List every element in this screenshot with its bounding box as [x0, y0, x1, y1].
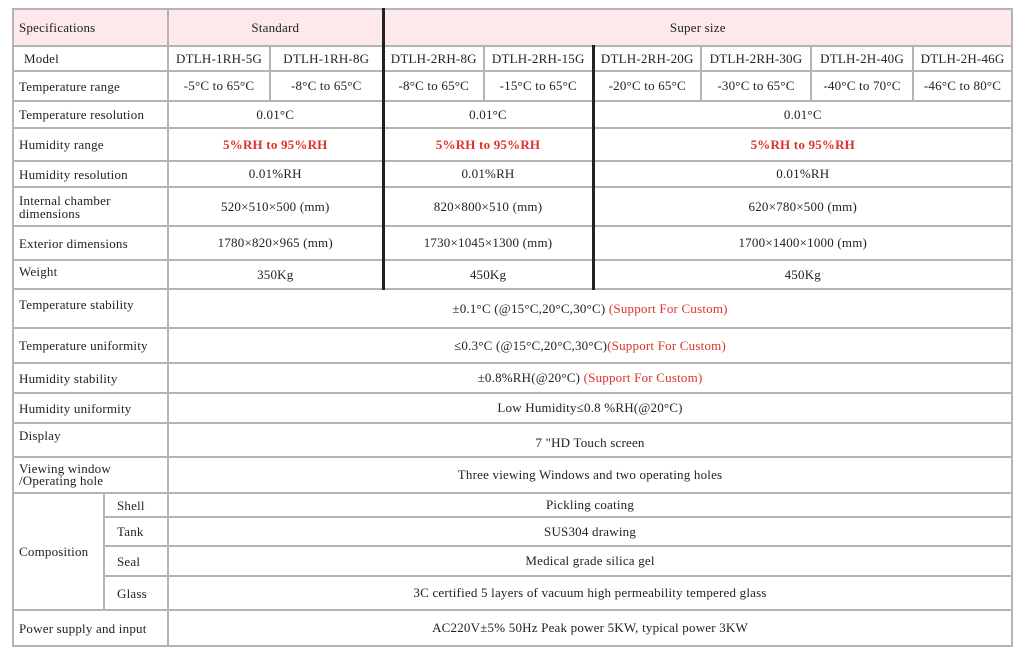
composition-glass-row: Glass 3C certified 5 layers of vacuum hi…	[13, 575, 1014, 611]
row-label: Temperature range	[11, 70, 170, 102]
custom-note: (Support For Custom)	[608, 300, 728, 316]
humidity-resolution-row: Humidity resolution 0.01%RH 0.01%RH 0.01…	[11, 160, 1014, 188]
composition-tank-row: Tank SUS304 drawing	[13, 516, 1014, 547]
standard-header: Standard	[167, 8, 385, 47]
model-row: Model DTLH-1RH-5G DTLH-1RH-8G DTLH-2RH-8…	[11, 45, 1014, 72]
model-cell: DTLH-2RH-30G	[700, 45, 813, 72]
value-cell: 0.01°C	[167, 100, 385, 129]
value-cell: Three viewing Windows and two operating …	[167, 456, 1014, 494]
value-cell: 450Kg	[591, 259, 1014, 290]
row-label: Humidity range	[11, 127, 170, 162]
sub-label: Shell	[102, 492, 170, 518]
model-cell: DTLH-2RH-20G	[591, 45, 703, 72]
value-cell: 620×780×500 (mm)	[591, 186, 1014, 227]
humidity-stability-row: Humidity stability ±0.8%RH(@20°C) (Suppo…	[11, 362, 1014, 394]
humidity-uniformity-row: Humidity uniformity Low Humidity≤0.8 %RH…	[11, 392, 1014, 424]
value-cell: 350Kg	[167, 259, 385, 290]
value-cell: 5%RH to 95%RH	[381, 127, 595, 162]
row-label: Humidity resolution	[11, 160, 170, 188]
humidity-range-row: Humidity range 5%RH to 95%RH 5%RH to 95%…	[11, 127, 1014, 162]
header-row: Specifications Standard Super size	[11, 8, 1014, 47]
value-cell: 0.01%RH	[381, 160, 595, 188]
model-cell: DTLH-2H-46G	[912, 45, 1014, 72]
power-supply-row: Power supply and input AC220V±5% 50Hz Pe…	[11, 609, 1014, 647]
value-cell: 0.01%RH	[167, 160, 385, 188]
internal-dimensions-row: Internal chamber dimensions 520×510×500 …	[11, 186, 1014, 227]
value-cell: 0.01%RH	[591, 160, 1014, 188]
row-label: Weight	[11, 259, 170, 290]
custom-note: (Support For Custom)	[583, 370, 703, 385]
sub-label: Glass	[102, 575, 170, 611]
value-cell: -20°C to 65°C	[591, 70, 703, 102]
sub-label: Tank	[102, 516, 170, 547]
model-cell: DTLH-1RH-5G	[167, 45, 272, 72]
exterior-dimensions-row: Exterior dimensions 1780×820×965 (mm) 17…	[11, 225, 1014, 261]
value-cell: Low Humidity≤0.8 %RH(@20°C)	[167, 392, 1014, 424]
row-label: Humidity stability	[11, 362, 170, 394]
value-cell: 5%RH to 95%RH	[167, 127, 385, 162]
composition-seal-row: Seal Medical grade silica gel	[13, 545, 1014, 577]
value-cell: 7 "HD Touch screen	[167, 422, 1014, 458]
model-cell: DTLH-2H-40G	[810, 45, 915, 72]
row-label: Exterior dimensions	[11, 225, 170, 261]
value-cell: ≤0.3°C (@15°C,20°C,30°C)(Support For Cus…	[167, 327, 1014, 364]
value-cell: -46°C to 80°C	[912, 70, 1014, 102]
value-cell: -8°C to 65°C	[381, 70, 486, 102]
row-label: Temperature resolution	[11, 100, 170, 129]
model-cell: DTLH-1RH-8G	[269, 45, 385, 72]
value-cell: AC220V±5% 50Hz Peak power 5KW, typical p…	[167, 609, 1014, 647]
value-cell: -5°C to 65°C	[167, 70, 272, 102]
model-cell: DTLH-2RH-8G	[381, 45, 486, 72]
row-label: Humidity uniformity	[11, 392, 170, 424]
value-text: ±0.8%RH(@20°C)	[477, 370, 584, 385]
value-cell: Medical grade silica gel	[167, 545, 1014, 577]
value-cell: ±0.1°C (@15°C,20°C,30°C) (Support For Cu…	[167, 288, 1014, 329]
row-label: Composition	[12, 492, 105, 611]
row-label: Model	[11, 45, 170, 72]
value-cell: 5%RH to 95%RH	[591, 127, 1014, 162]
value-cell: -8°C to 65°C	[269, 70, 385, 102]
temperature-resolution-row: Temperature resolution 0.01°C 0.01°C 0.0…	[11, 100, 1014, 129]
viewing-window-row: Viewing window /Operating hole Three vie…	[11, 456, 1014, 494]
composition-shell-row: Composition Shell Pickling coating	[12, 492, 1014, 611]
temperature-range-row: Temperature range -5°C to 65°C -8°C to 6…	[11, 70, 1014, 102]
super-size-header: Super size	[381, 8, 1014, 47]
value-cell: 1780×820×965 (mm)	[167, 225, 385, 261]
weight-row: Weight 350Kg 450Kg 450Kg	[11, 259, 1014, 290]
row-label: Viewing window /Operating hole	[11, 456, 170, 494]
value-cell: 3C certified 5 layers of vacuum high per…	[167, 575, 1014, 611]
row-label: Display	[11, 422, 170, 458]
value-cell: Pickling coating	[167, 492, 1014, 518]
value-cell: 0.01°C	[381, 100, 595, 129]
value-cell: SUS304 drawing	[167, 516, 1014, 547]
sub-label: Seal	[102, 545, 170, 577]
specifications-header: Specifications	[11, 8, 170, 47]
value-text: ≤0.3°C (@15°C,20°C,30°C)	[454, 337, 608, 353]
specifications-table: Specifications Standard Super size Model…	[11, 8, 1014, 647]
value-cell: ±0.8%RH(@20°C) (Support For Custom)	[167, 362, 1014, 394]
value-cell: 520×510×500 (mm)	[167, 186, 385, 227]
value-cell: 450Kg	[381, 259, 595, 290]
value-cell: 1700×1400×1000 (mm)	[591, 225, 1014, 261]
value-cell: 820×800×510 (mm)	[381, 186, 595, 227]
value-cell: -40°C to 70°C	[810, 70, 915, 102]
row-label: Internal chamber dimensions	[11, 186, 170, 227]
value-cell: -15°C to 65°C	[483, 70, 595, 102]
row-label: Power supply and input	[11, 609, 170, 647]
temperature-stability-row: Temperature stability ±0.1°C (@15°C,20°C…	[11, 288, 1014, 329]
value-text: ±0.1°C (@15°C,20°C,30°C)	[452, 300, 609, 316]
value-cell: 1730×1045×1300 (mm)	[381, 225, 595, 261]
value-cell: -30°C to 65°C	[700, 70, 813, 102]
display-row: Display 7 "HD Touch screen	[11, 422, 1014, 458]
temperature-uniformity-row: Temperature uniformity ≤0.3°C (@15°C,20°…	[11, 327, 1014, 364]
custom-note: (Support For Custom)	[607, 337, 726, 353]
value-cell: 0.01°C	[591, 100, 1014, 129]
model-cell: DTLH-2RH-15G	[483, 45, 595, 72]
row-label: Temperature stability	[11, 288, 170, 329]
row-label: Temperature uniformity	[11, 327, 170, 364]
